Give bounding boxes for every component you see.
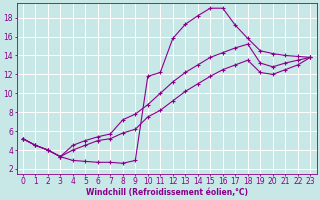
X-axis label: Windchill (Refroidissement éolien,°C): Windchill (Refroidissement éolien,°C) [85, 188, 248, 197]
